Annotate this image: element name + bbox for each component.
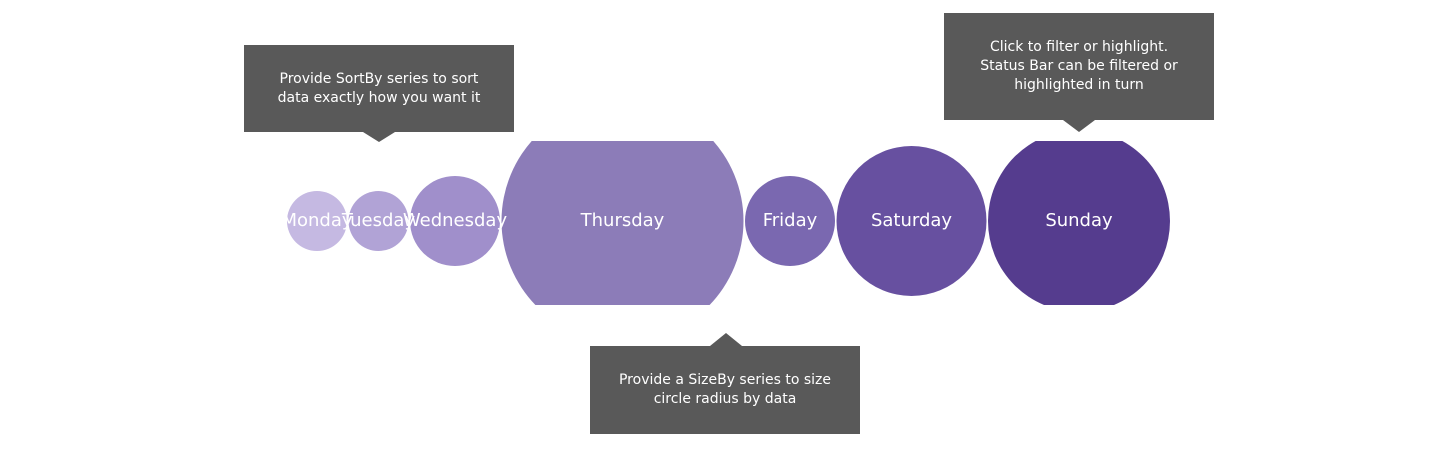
day-circle[interactable] (348, 191, 409, 251)
day-circle[interactable] (745, 176, 835, 266)
callout: Provide a SizeBy series to size circle r… (590, 346, 860, 434)
day-label: Wednesday (403, 210, 508, 231)
day-label: Friday (763, 210, 818, 231)
day-label: Monday (281, 210, 352, 231)
day-label: Tuesday (341, 210, 416, 231)
callout-tip (710, 333, 742, 346)
day-circle[interactable] (410, 176, 500, 266)
day-circle[interactable] (501, 100, 744, 342)
callout: Click to filter or highlight. Status Bar… (944, 13, 1214, 120)
day-circle[interactable] (988, 130, 1170, 312)
day-label: Sunday (1045, 210, 1113, 231)
day-circle[interactable] (836, 146, 987, 296)
day-label: Saturday (871, 210, 952, 231)
circle-group (287, 100, 1170, 342)
callout-tip (363, 132, 395, 142)
day-circle[interactable] (287, 191, 347, 251)
callout: Provide SortBy series to sort data exact… (244, 45, 514, 132)
callout-tip (1063, 120, 1095, 132)
day-label: Thursday (580, 210, 665, 231)
